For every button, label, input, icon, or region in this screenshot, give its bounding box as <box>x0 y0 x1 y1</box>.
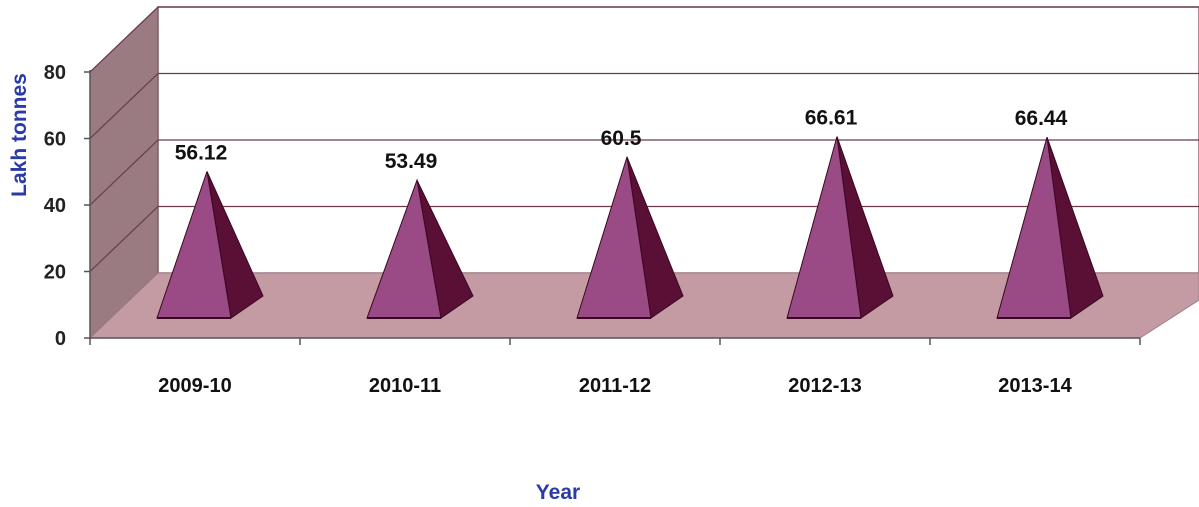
pyramid-bar <box>366 178 474 319</box>
y-tick-label: 60 <box>44 129 66 151</box>
y-axis-title: Lakh tonnes <box>8 73 31 197</box>
x-tick-label: 2010-11 <box>369 375 441 397</box>
y-tick-label: 40 <box>44 195 66 217</box>
pyramid-bar <box>156 171 264 319</box>
data-label: 60.5 <box>601 127 642 150</box>
x-axis-title: Year <box>536 481 580 504</box>
pyramid-bar <box>576 156 684 319</box>
labels-layer: 0 20 40 60 80 56.12 2009-10 53.49 2010-11 60.5 201… <box>44 62 1073 397</box>
data-label: 53.49 <box>385 150 438 173</box>
x-tick-label: 2012-13 <box>788 375 861 397</box>
gridline-side <box>89 6 159 73</box>
pyramid-bar <box>786 136 894 319</box>
gridline-side <box>89 206 159 272</box>
gridlines <box>89 6 1199 272</box>
y-tick-label: 0 <box>55 328 66 350</box>
axes <box>84 70 1141 345</box>
x-tick-label: 2011-12 <box>579 375 651 397</box>
x-tick-label: 2009-10 <box>158 375 231 397</box>
data-label: 56.12 <box>175 141 228 164</box>
gridline-side <box>89 139 159 206</box>
pyramid-bar <box>996 136 1104 319</box>
data-label: 66.61 <box>805 107 858 130</box>
gridline-side <box>89 73 159 139</box>
data-label: 66.44 <box>1015 107 1068 130</box>
y-tick-label: 80 <box>44 62 66 84</box>
pyramid-series <box>156 136 1104 319</box>
y-tick-label: 20 <box>44 262 66 284</box>
x-tick-label: 2013-14 <box>998 375 1072 397</box>
